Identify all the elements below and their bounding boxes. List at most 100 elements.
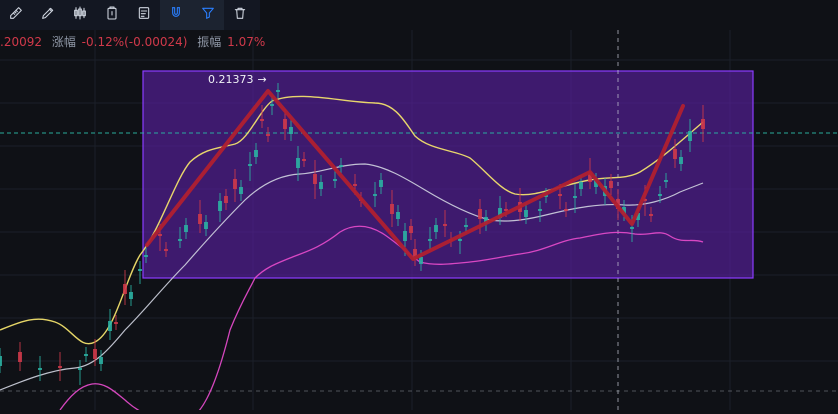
candle-body (254, 150, 258, 157)
filter-tool-button[interactable] (192, 0, 224, 30)
candle-body (108, 321, 112, 331)
candle-body (58, 366, 62, 368)
candlestick-chart[interactable] (0, 30, 838, 414)
candle-body (123, 284, 127, 294)
candle-body (276, 90, 280, 92)
candle-body (129, 292, 133, 299)
magnet-tool-button[interactable] (160, 0, 192, 30)
clipboard-icon (104, 5, 120, 25)
candle-body (319, 182, 323, 189)
last-price: .20092 (0, 35, 42, 49)
drawing-toolbar (0, 0, 260, 31)
candle-body (524, 210, 528, 217)
candle-body (544, 195, 548, 197)
candle-body (434, 225, 438, 232)
arrow-right-icon: → (257, 73, 267, 86)
candle-body (18, 352, 22, 362)
candles-icon (72, 5, 88, 25)
candle-body (679, 157, 683, 164)
candle-body (443, 224, 447, 226)
candles-tool-button[interactable] (64, 0, 96, 30)
candle-body (353, 184, 357, 186)
amplitude-label: 振幅 (197, 35, 222, 49)
candle-body (538, 209, 542, 211)
candle-body (564, 209, 568, 211)
candle-body (114, 322, 118, 324)
candle-body (144, 255, 148, 257)
candle-body (239, 187, 243, 194)
candle-body (164, 249, 168, 251)
candle-body (594, 180, 598, 187)
change-value: -0.12%(-0.00024) (81, 35, 188, 49)
candle-body (270, 104, 274, 106)
lower-band-line (59, 225, 704, 414)
clipboard-tool-button[interactable] (96, 0, 128, 30)
candle-body (396, 212, 400, 219)
candle-body (484, 217, 488, 224)
candle-body (573, 196, 577, 198)
candle-body (373, 194, 377, 196)
delete-tool-button[interactable] (224, 0, 256, 30)
candle-body (38, 368, 42, 370)
candle-body (296, 158, 300, 168)
chart-canvas[interactable] (0, 30, 838, 414)
candle-body (333, 179, 337, 181)
candle-body (248, 164, 252, 166)
candle-body (498, 208, 502, 218)
candle-body (622, 207, 626, 214)
candle-body (0, 356, 2, 366)
candle-body (178, 239, 182, 241)
candle-body (643, 199, 647, 201)
high-price-label: 0.21373 → (208, 73, 267, 86)
candle-body (588, 172, 592, 182)
candle-body (93, 349, 97, 359)
magnet-icon (168, 5, 184, 25)
candle-body (260, 119, 264, 121)
candle-body (84, 354, 88, 356)
candle-body (701, 119, 705, 129)
candle-body (339, 165, 343, 167)
candle-body (413, 249, 417, 259)
pen-tool-button[interactable] (32, 0, 64, 30)
candle-body (204, 222, 208, 229)
ruler-tool-button[interactable] (0, 0, 32, 30)
candle-body (198, 214, 202, 224)
trash-icon (232, 5, 248, 25)
candle-body (409, 226, 413, 233)
candle-body (636, 213, 640, 220)
note-icon (136, 5, 152, 25)
candle-body (419, 257, 423, 264)
candle-body (224, 196, 228, 203)
candle-body (464, 225, 468, 227)
change-label: 涨幅 (51, 35, 76, 49)
candle-body (630, 227, 634, 229)
candle-body (390, 204, 394, 214)
filter-icon (200, 5, 216, 25)
candle-body (428, 239, 432, 241)
candle-body (664, 180, 668, 182)
candle-body (558, 194, 562, 196)
candle-body (266, 134, 270, 136)
candle-body (649, 214, 653, 216)
upper-band-line (0, 95, 704, 345)
candle-body (78, 368, 82, 370)
candle-body (138, 269, 142, 271)
ruler-icon (8, 5, 24, 25)
candle-body (289, 127, 293, 134)
candle-body (99, 357, 103, 364)
candle-body (218, 201, 222, 211)
candle-body (403, 231, 407, 241)
price-stats-bar: .20092 涨幅 -0.12%(-0.00024) 振幅 1.07% (0, 34, 265, 50)
candle-body (283, 119, 287, 129)
candle-body (504, 209, 508, 211)
note-tool-button[interactable] (128, 0, 160, 30)
candle-body (478, 209, 482, 219)
candle-body (302, 159, 306, 161)
candle-body (233, 179, 237, 189)
candle-body (688, 131, 692, 141)
candles-group (0, 83, 705, 385)
candle-body (658, 194, 662, 196)
candle-body (673, 149, 677, 159)
pen-icon (40, 5, 56, 25)
zigzag-pattern-line[interactable] (145, 89, 685, 261)
